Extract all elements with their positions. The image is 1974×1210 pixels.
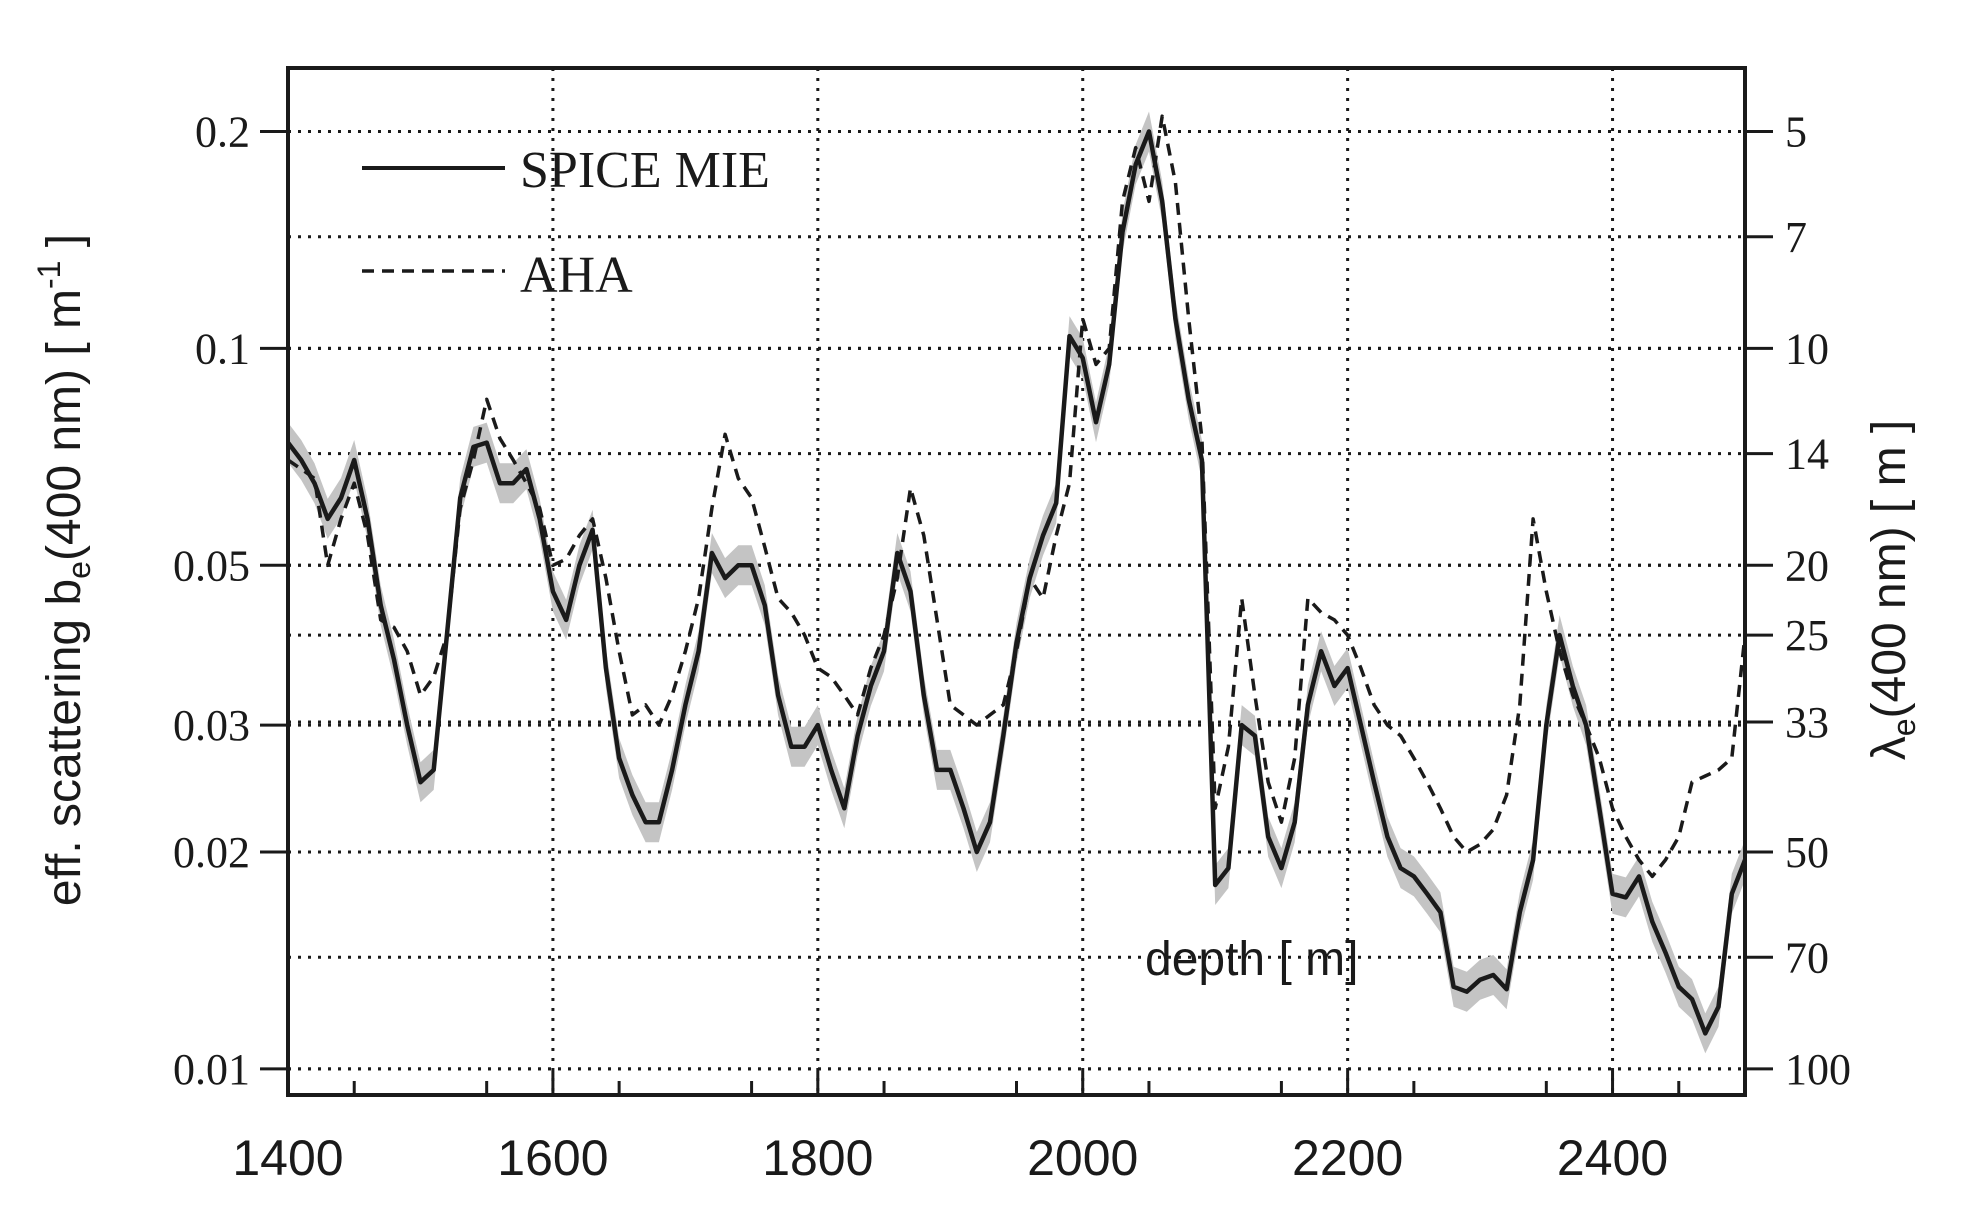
y2-tick-label: 25 <box>1785 611 1829 660</box>
y2-tick-label: 5 <box>1785 108 1807 157</box>
y2-tick-label: 50 <box>1785 828 1829 877</box>
x-tick-label: 1800 <box>762 1130 873 1186</box>
y-tick-label: 0.02 <box>173 828 250 877</box>
legend-label-aha: AHA <box>520 247 633 304</box>
x-tick-label: 2200 <box>1292 1130 1403 1186</box>
y2-tick-label: 20 <box>1785 541 1829 590</box>
y-axis-label-superscript: -1 <box>31 261 67 289</box>
y2-tick-label: 7 <box>1785 213 1807 262</box>
y2-tick-label: 14 <box>1785 430 1829 479</box>
y-tick-label: 0.05 <box>173 541 250 590</box>
secondary-y-axis-label-units: (400 nm) [ m ] <box>1863 420 1916 719</box>
series-layer <box>286 114 1748 1036</box>
secondary-y-axis-label-lambda: λ <box>1863 736 1916 760</box>
y-axis-label-subscript: e <box>61 561 97 579</box>
y-tick-label: 0.2 <box>195 108 250 157</box>
uncertainty-band-layer <box>288 111 1745 1054</box>
legend: SPICE MIE AHA <box>362 142 770 304</box>
y2-tick-label: 100 <box>1785 1045 1851 1094</box>
tick-layer: 1400 1600 1800 2000 2200 2400 0.01 0.02 0.03 0.05… <box>173 108 1851 1186</box>
x-tick-label: 1400 <box>232 1130 343 1186</box>
aha-line <box>287 114 1747 879</box>
y-tick-label: 0.01 <box>173 1045 250 1094</box>
legend-label-spice-mie: SPICE MIE <box>520 142 770 199</box>
secondary-y-axis-label-subscript: e <box>1886 718 1922 736</box>
grid-layer <box>288 68 1745 1095</box>
y2-tick-label: 10 <box>1785 324 1829 373</box>
y-tick-label: 0.1 <box>195 324 250 373</box>
y-axis-label: eff. scattering be(400 nm) [ m-1 ] <box>31 234 97 906</box>
x-tick-label: 2400 <box>1557 1130 1668 1186</box>
y-tick-label: 0.03 <box>173 701 250 750</box>
y-axis-label-end: ] <box>38 234 91 261</box>
y2-tick-label: 70 <box>1785 933 1829 982</box>
y-axis-label-units: (400 nm) [ m <box>38 289 91 561</box>
spice-mie-uncertainty-band <box>288 111 1745 1054</box>
y2-tick-label: 33 <box>1785 698 1829 747</box>
y-axis-label-text: eff. scattering b <box>38 579 91 906</box>
secondary-y-axis-label: λe(400 nm) [ m ] <box>1863 420 1922 761</box>
x-tick-label: 2000 <box>1027 1130 1138 1186</box>
plot-area-frame <box>286 66 1747 1097</box>
x-axis-label: depth [ m] <box>1145 933 1358 986</box>
x-tick-label: 1600 <box>497 1130 608 1186</box>
